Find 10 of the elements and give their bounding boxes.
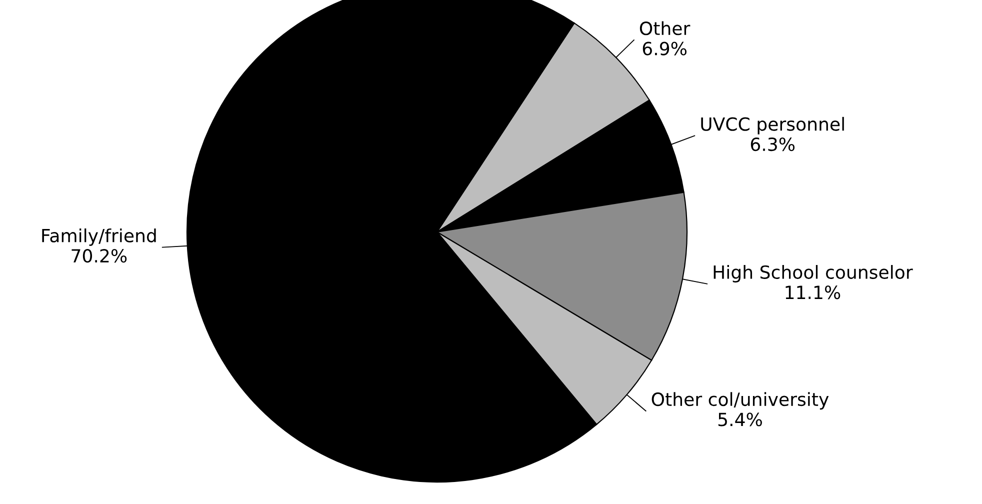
data-label: 11.1% <box>786 286 840 300</box>
slice-label: Family/friend <box>42 228 156 246</box>
data-label: 70.2% <box>72 248 127 263</box>
slice-label: High School counselor <box>714 265 913 282</box>
slice-label: Other col/university <box>652 392 829 410</box>
slice-label: UVCC personnel <box>701 116 844 134</box>
slice-label: Other <box>640 21 690 36</box>
data-label: 6.9% <box>642 42 686 56</box>
data-label: 5.4% <box>718 412 762 426</box>
data-label: 6.3% <box>750 137 795 152</box>
